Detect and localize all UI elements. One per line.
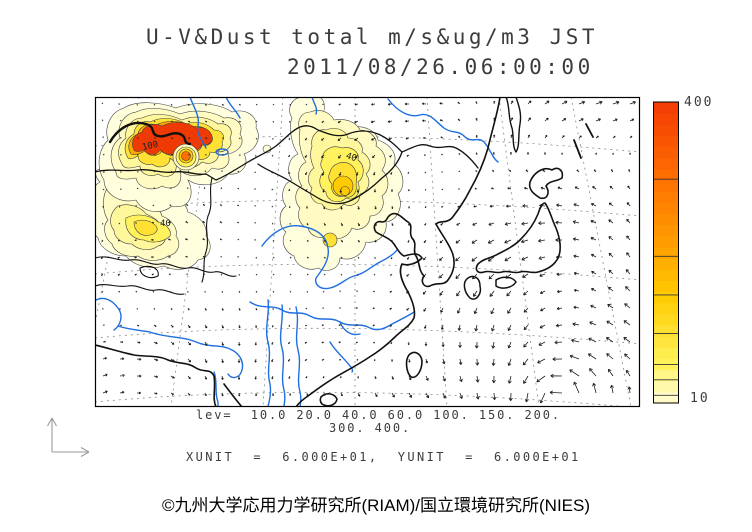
dust-contour-fills [95, 97, 404, 271]
contour-label-40-central: 40 [344, 151, 357, 164]
colorbar-segment [653, 347, 679, 360]
colorbar-segment [653, 224, 679, 237]
colorbar-segment [653, 302, 679, 315]
colorbar-segment [653, 135, 679, 148]
contour-label-40-west: 40 [160, 219, 171, 229]
colorbar-segment [653, 168, 679, 181]
contour-levels-text-line1: lev= 10.0 20.0 40.0 60.0 100. 150. 200. [196, 408, 561, 422]
coastlines-borders [95, 97, 594, 407]
colorbar-segment [653, 180, 679, 192]
colorbar [653, 101, 679, 404]
xunit-yunit-text: XUNIT = 6.000E+01, YUNIT = 6.000E+01 [186, 450, 581, 464]
contour-label-100: 100 [141, 140, 159, 153]
wind-arrows-path [100, 100, 636, 404]
contour-labels: 100 40 40 [141, 140, 358, 229]
colorbar-segment [653, 336, 679, 348]
copyright-text: ©九州大学応用力学研究所(RIAM)/国立環境研究所(NIES) [161, 496, 591, 515]
colorbar-segment [653, 258, 679, 270]
colorbar-segment [653, 146, 679, 159]
colorbar-segment [653, 102, 679, 114]
colorbar-segment [653, 269, 679, 281]
x-axis-arrow [52, 447, 90, 457]
colorbar-segment [653, 124, 679, 137]
y-axis-arrow [47, 417, 57, 452]
plot-title: U-V&Dust total m/s&ug/m3 JST [146, 25, 599, 49]
colorbar-segment [653, 235, 679, 248]
colorbar-segment [653, 391, 679, 404]
colorbar-segment [653, 280, 679, 293]
colorbar-segment [653, 113, 679, 125]
colorbar-segment [653, 291, 679, 304]
map-frame [94, 96, 641, 408]
plot-timestamp: 2011/08/26.06:00:00 [287, 55, 594, 79]
axis-indicator [47, 417, 90, 457]
colorbar-segment [653, 157, 679, 170]
colorbar-segment [653, 202, 679, 215]
colorbar-outline [653, 101, 679, 404]
colorbar-segment [653, 191, 679, 203]
colorbar-segment [653, 380, 679, 393]
colorbar-min-label: 10 [690, 391, 710, 406]
wind-vector-field [100, 100, 636, 404]
contour-levels-text-line2: 300. 400. [329, 421, 412, 435]
colorbar-segment [653, 324, 679, 337]
colorbar-segment [653, 369, 679, 382]
colorbar-segment [653, 213, 679, 226]
colorbar-segment [653, 313, 679, 326]
colorbar-max-label: 400 [684, 95, 714, 110]
colorbar-segment [653, 246, 679, 259]
